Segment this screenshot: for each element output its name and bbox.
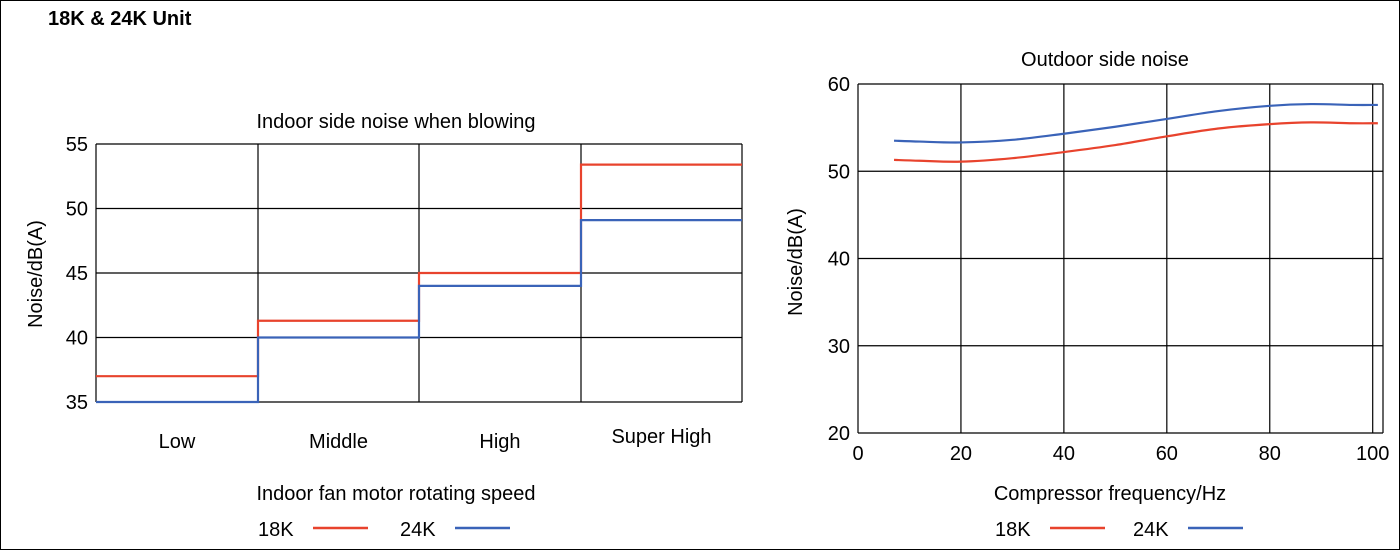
- indoor-legend-label-18K: 18K: [258, 519, 294, 541]
- outdoor-ytick-label: 20: [828, 423, 850, 445]
- outdoor-xtick-label: 60: [1156, 443, 1178, 465]
- indoor-series-24K: [96, 219, 742, 404]
- indoor-legend-label-24K: 24K: [400, 519, 436, 541]
- outdoor-ytick-label: 40: [828, 249, 850, 271]
- outdoor-series-18K: [893, 121, 1378, 163]
- indoor-ytick-label: 35: [66, 392, 88, 414]
- outdoor-ytick-label: 30: [828, 336, 850, 358]
- indoor-ytick-label: 40: [66, 328, 88, 350]
- page-title: 18K & 24K Unit: [48, 8, 192, 30]
- indoor-noise-chart: Indoor side noise when blowing Noise/dB(…: [25, 111, 743, 541]
- indoor-ytick-label: 55: [66, 134, 88, 156]
- outdoor-xtick-label: 80: [1259, 443, 1281, 465]
- indoor-ytick-label: 50: [66, 199, 88, 221]
- outdoor-ytick-label: 60: [828, 74, 850, 96]
- indoor-xtick-label: Middle: [309, 431, 368, 453]
- indoor-chart-title: Indoor side noise when blowing: [256, 111, 535, 133]
- outdoor-noise-chart: Outdoor side noise Noise/dB(A) Compresso…: [785, 49, 1389, 541]
- indoor-xtick-label: Super High: [611, 426, 711, 448]
- outdoor-xtick-label: 40: [1053, 443, 1075, 465]
- indoor-xtick-label: High: [479, 431, 520, 453]
- outdoor-chart-xlabel: Compressor frequency/Hz: [994, 483, 1226, 505]
- indoor-chart-xlabel: Indoor fan motor rotating speed: [256, 483, 535, 505]
- outdoor-xtick-label: 20: [950, 443, 972, 465]
- outdoor-series-24K: [893, 102, 1378, 144]
- outdoor-legend-label-24K: 24K: [1133, 519, 1169, 541]
- outdoor-xtick-label: 100: [1356, 443, 1389, 465]
- outdoor-chart-title: Outdoor side noise: [1021, 49, 1189, 71]
- indoor-ytick-label: 45: [66, 263, 88, 285]
- outdoor-ytick-label: 50: [828, 161, 850, 183]
- indoor-chart-ylabel: Noise/dB(A): [25, 220, 47, 328]
- indoor-xtick-label: Low: [159, 431, 196, 453]
- outdoor-chart-ylabel: Noise/dB(A): [785, 208, 807, 316]
- outdoor-xtick-label: 0: [852, 443, 863, 465]
- outdoor-legend-label-18K: 18K: [995, 519, 1031, 541]
